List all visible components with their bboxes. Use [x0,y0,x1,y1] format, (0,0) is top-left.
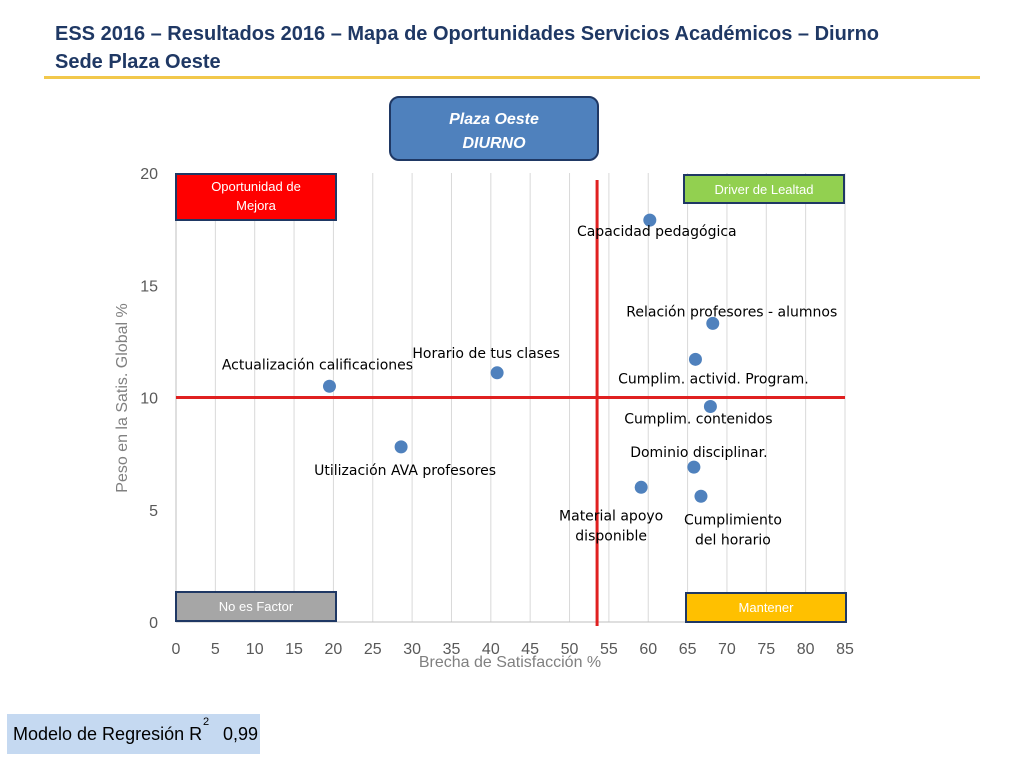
scatter-point-cumplim-contenidos [703,399,717,413]
scatter-point-relacion-profesores-alumnos [706,316,720,330]
title-line-2: Sede Plaza Oeste [55,51,221,73]
data-label-cumplim-contenidos: Cumplim. contenidos [624,411,772,427]
x-tick-label-45: 45 [521,641,539,658]
y-tick-label-15: 15 [140,278,158,295]
x-tick-label-80: 80 [797,641,815,658]
data-label-material-apoyo-disponible-2: disponible [575,528,647,544]
x-tick-label-30: 30 [403,641,421,658]
data-label-actualizacion-calificaciones: Actualización calificaciones [222,357,413,373]
x-tick-label-55: 55 [600,641,618,658]
opportunity-map-chart: 0 5 10 15 20 25 30 35 40 45 50 55 60 65 70 75 80 85 0 5 10 15… [114,96,854,671]
quadrant-label-mantener: Mantener [739,600,795,615]
regression-label: Modelo de Regresión R [13,724,203,744]
scatter-point-horario-de-tus-clases [490,366,504,380]
scatter-point-capacidad-pedagogica [643,213,657,227]
x-tick-label-25: 25 [364,641,382,658]
x-tick-label-10: 10 [246,641,264,658]
quadrant-box-mantener [685,592,847,623]
data-label-material-apoyo-disponible-1: Material apoyo [559,508,663,524]
page-title: ESS 2016 – Resultados 2016 – Mapa de Opo… [55,20,879,76]
data-label-utilizacion-ava-profesores: Utilización AVA profesores [314,463,496,479]
data-label-relacion-profesores-alumnos: Relación profesores - alumnos [626,304,837,320]
scatter-point-cumplim-activid-program [688,352,702,366]
x-tick-label-65: 65 [679,641,697,658]
quadrant-box-driver-de-lealtad [683,174,845,204]
scatter-point-material-apoyo-disponible [634,480,648,494]
regression-model-box: Modelo de Regresión R 2 0,99 [7,714,260,754]
y-tick-label-5: 5 [149,503,158,520]
quadrant-label-oportunidad-de-mejora-1: Oportunidad de [211,179,301,194]
x-tick-label-75: 75 [757,641,775,658]
scatter-point-dominio-disciplinar [687,460,701,474]
scatter-point-cumplimiento-del-horario [694,489,708,503]
x-tick-label-20: 20 [325,641,343,658]
x-tick-label-85: 85 [836,641,854,658]
x-tick-label-70: 70 [718,641,736,658]
segment-box-line-2: DIURNO [462,135,526,152]
quadrant-box-oportunidad-de-mejora [175,173,337,221]
data-label-horario-de-tus-clases: Horario de tus clases [412,346,560,362]
y-axis-title: Peso en la Satis. Global % [114,303,131,492]
x-tick-label-15: 15 [285,641,303,658]
x-axis-title: Brecha de Satisfacción % [419,654,601,671]
scatter-point-actualizacion-calificaciones [322,379,336,393]
regression-superscript: 2 [203,716,210,728]
data-label-cumplim-activid-program: Cumplim. activid. Program. [618,371,809,387]
data-label-capacidad-pedagogica: Capacidad pedagógica [577,224,737,240]
y-tick-label-10: 10 [140,391,158,408]
quadrant-box-no-es-factor [175,591,337,622]
y-tick-label-20: 20 [140,166,158,183]
segment-box-line-1: Plaza Oeste [449,111,539,128]
quadrant-label-oportunidad-de-mejora-2: Mejora [236,198,277,213]
title-rule [44,76,980,79]
data-label-cumplimiento-del-horario-2: del horario [695,532,771,548]
x-tick-label-0: 0 [172,641,181,658]
x-tick-label-35: 35 [443,641,461,658]
x-tick-label-60: 60 [639,641,657,658]
scatter-point-utilizacion-ava-profesores [394,440,408,454]
data-label-dominio-disciplinar: Dominio disciplinar. [630,445,767,461]
title-line-1: ESS 2016 – Resultados 2016 – Mapa de Opo… [55,23,880,45]
segment-box [389,96,599,161]
quadrant-label-driver-de-lealtad: Driver de Lealtad [715,182,814,197]
y-tick-label-0: 0 [149,615,158,632]
x-tick-label-50: 50 [561,641,579,658]
quadrant-label-no-es-factor: No es Factor [219,599,294,614]
x-tick-label-5: 5 [211,641,220,658]
regression-value: 0,99 [223,724,259,744]
data-label-cumplimiento-del-horario-1: Cumplimiento [684,512,782,528]
x-tick-label-40: 40 [482,641,500,658]
